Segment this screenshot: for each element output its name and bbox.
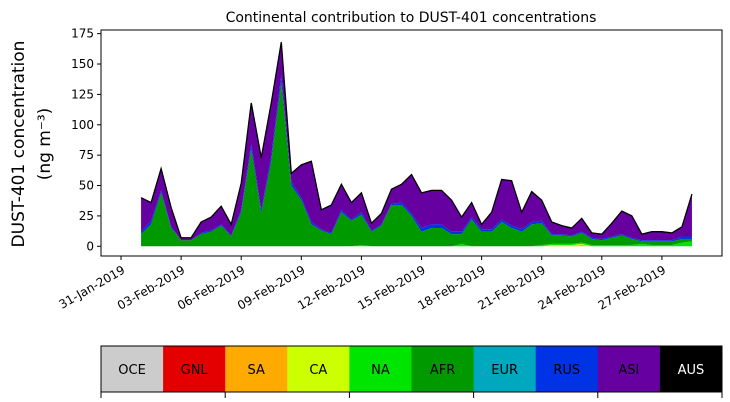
legend-frame — [100, 345, 723, 393]
y-tick-label: 50 — [79, 179, 94, 193]
area-series-asi — [141, 42, 692, 241]
total-line — [140, 42, 693, 239]
area-series-afr — [141, 82, 692, 247]
y-tick-label: 150 — [71, 57, 94, 71]
area-series-sa — [141, 245, 692, 247]
y-axis-label: DUST-401 concentration — [9, 41, 29, 248]
y-tick-label: 0 — [86, 239, 94, 253]
y-tick-label: 75 — [79, 148, 94, 162]
legend-swatch-rus — [535, 346, 599, 392]
area-series-ca — [141, 243, 692, 247]
y-tick-label: 100 — [71, 118, 94, 132]
y-axis-unit-label: (ng m⁻³) — [35, 108, 55, 181]
legend-label-sa: SA — [248, 363, 265, 378]
area-series-na — [141, 241, 692, 247]
y-tick-label: 25 — [79, 209, 94, 223]
legend-swatch-afr — [411, 346, 475, 392]
legend-swatch-eur — [473, 346, 537, 392]
legend-label-oce: OCE — [118, 363, 146, 378]
legend-swatch-asi — [597, 346, 661, 392]
plot-frame — [100, 29, 723, 257]
legend-label-aus: AUS — [678, 363, 705, 378]
y-tick-label: 125 — [71, 87, 94, 101]
legend-label-eur: EUR — [491, 363, 518, 378]
legend-swatch-oce — [101, 346, 164, 392]
legend-swatch-ca — [287, 346, 350, 392]
legend-swatch-na — [349, 346, 412, 392]
legend-label-asi: ASI — [618, 363, 639, 378]
legend-label-rus: RUS — [553, 363, 580, 378]
y-tick-label: 175 — [71, 27, 94, 41]
x-tick-label: 27-Feb-2019 — [596, 263, 669, 313]
chart-title: Continental contribution to DUST-401 con… — [226, 10, 597, 26]
legend-swatch-sa — [225, 346, 288, 392]
legend-swatch-gnl — [163, 346, 226, 392]
legend-label-na: NA — [371, 363, 390, 378]
legend-label-gnl: GNL — [181, 363, 209, 378]
legend-label-afr: AFR — [430, 363, 455, 378]
legend-swatch-aus — [659, 346, 723, 392]
legend-label-ca: CA — [309, 363, 327, 378]
